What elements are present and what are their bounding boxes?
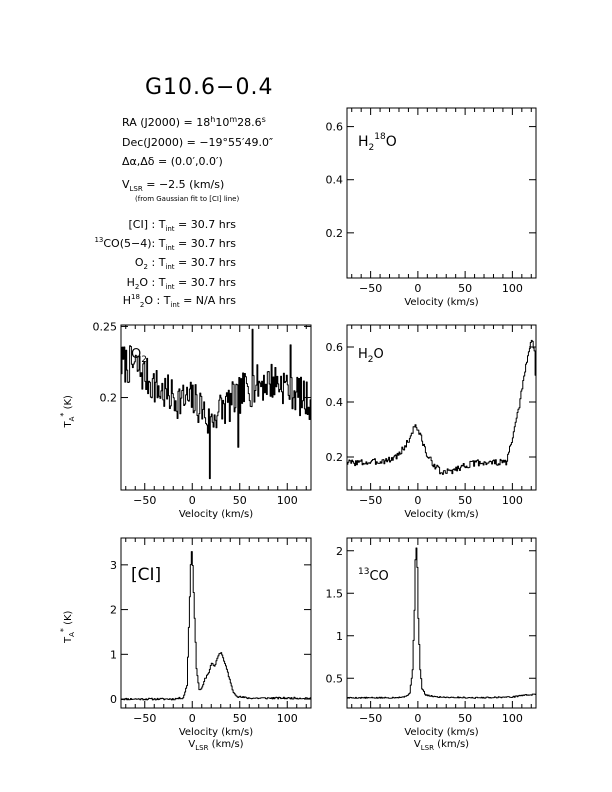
x-tick-label: 0 xyxy=(189,712,196,725)
y-tick-label: 0.6 xyxy=(326,341,344,354)
panel-ci: −50 0 50 100 0 1 2 3 Velocity (km/s)VLSR (km/s) T… xyxy=(59,537,312,752)
panel-h2o: −50 0 50 100 0.2 0.4 0.6 Velocity (km/s) H2O xyxy=(326,324,537,520)
x-axis-label-vlsr: VLSR (km/s) xyxy=(188,739,243,752)
species-label: O2 xyxy=(131,347,147,365)
tint-line-3: H2O : Tint = 30.7 hrs xyxy=(127,276,237,291)
spectrum-line-ci xyxy=(121,551,312,701)
species-label: 13CO xyxy=(358,567,389,584)
x-tick-label: 50 xyxy=(233,494,247,507)
x-axis-label: Velocity (km/s) xyxy=(179,727,253,738)
x-tick-label: 50 xyxy=(458,494,472,507)
y-tick-label: 0.4 xyxy=(326,174,344,187)
y-axis-label: TA* (K) xyxy=(59,395,76,429)
y-tick-label: 0.4 xyxy=(326,396,344,409)
plot-frame xyxy=(346,107,537,279)
x-tick-label: −50 xyxy=(359,712,382,725)
x-tick-label: 50 xyxy=(458,712,472,725)
y-tick-label: 0.6 xyxy=(326,121,344,134)
x-tick-label: 100 xyxy=(502,712,523,725)
x-axis-label: Velocity (km/s) xyxy=(404,509,478,520)
x-tick-label: 50 xyxy=(233,712,247,725)
x-tick-label: −50 xyxy=(359,494,382,507)
y-tick-label: 2 xyxy=(110,604,117,617)
integration-times: [CI] : Tint = 30.7 hrs 13CO(5−4): Tint = … xyxy=(94,218,236,309)
spectrum-line-13co xyxy=(347,547,537,699)
y-axis-label: TA* (K) xyxy=(59,610,76,644)
x-axis-label: Velocity (km/s) xyxy=(404,727,478,738)
y-tick-label: 0.25 xyxy=(93,320,118,333)
y-tick-label: 0.2 xyxy=(326,451,344,464)
x-tick-label: 100 xyxy=(502,494,523,507)
x-tick-label: 0 xyxy=(414,282,421,295)
species-label: H218O xyxy=(358,132,397,153)
y-tick-label: 2 xyxy=(336,545,343,558)
panel-h218o: −50 0 50 100 0.2 0.4 0.6 Velocity (km/s) H218O xyxy=(326,107,537,308)
header-info: RA (J2000) = 18h10m28.6s Dec(J2000) = −1… xyxy=(94,115,273,309)
x-tick-label: 100 xyxy=(502,282,523,295)
spectrum-line-o2 xyxy=(121,328,312,480)
species-label: [CI] xyxy=(131,565,161,585)
tint-line-0: [CI] : Tint = 30.7 hrs xyxy=(128,218,236,233)
tint-line-4: H182O : Tint = N/A hrs xyxy=(123,293,237,309)
panel-13co: −50 0 50 100 0.5 1 1.5 2 Velocity (km/s)VLSR (km… xyxy=(326,537,537,752)
x-tick-label: 0 xyxy=(414,494,421,507)
ra-line: RA (J2000) = 18h10m28.6s xyxy=(122,115,266,129)
y-tick-label: 0.2 xyxy=(326,227,344,240)
y-tick-label: 1 xyxy=(110,648,117,661)
offset-line: Δα,Δδ = (0.0′,0.0′) xyxy=(122,155,223,168)
tint-line-2: O2 : Tint = 30.7 hrs xyxy=(135,256,236,271)
plot-frame xyxy=(346,324,537,491)
x-tick-label: −50 xyxy=(359,282,382,295)
figure-title: G10.6−0.4 xyxy=(145,75,273,100)
x-tick-label: 100 xyxy=(277,494,298,507)
y-tick-label: 1 xyxy=(336,630,343,643)
plot-frame xyxy=(120,537,312,709)
fit-note: (from Gaussian fit to [CI] line) xyxy=(135,195,239,203)
x-tick-label: 0 xyxy=(414,712,421,725)
panel-o2: −50 0 50 100 0.2 0.25 Velocity (km/s) TA* (K) O2 xyxy=(59,320,312,520)
dec-line: Dec(J2000) = −19°55′49.0″ xyxy=(122,136,273,149)
y-tick-label: 0.2 xyxy=(100,392,118,405)
y-tick-label: 1.5 xyxy=(326,587,344,600)
spectrum-line-h2o xyxy=(347,339,537,475)
x-axis-label: Velocity (km/s) xyxy=(404,297,478,308)
plot-frame xyxy=(120,324,312,491)
y-tick-label: 3 xyxy=(110,559,117,572)
x-axis-label: Velocity (km/s) xyxy=(179,509,253,520)
plot-frame xyxy=(346,537,537,709)
x-tick-label: −50 xyxy=(133,494,156,507)
y-tick-label: 0.5 xyxy=(326,672,344,685)
x-tick-label: 50 xyxy=(458,282,472,295)
species-label: H2O xyxy=(358,347,384,365)
x-tick-label: −50 xyxy=(133,712,156,725)
x-tick-label: 100 xyxy=(277,712,298,725)
y-tick-label: 0 xyxy=(110,693,117,706)
x-axis-label-vlsr: VLSR (km/s) xyxy=(414,739,469,752)
x-tick-label: 0 xyxy=(189,494,196,507)
vlsr-line: VLSR = −2.5 (km/s) xyxy=(122,178,224,193)
tint-line-1: 13CO(5−4): Tint = 30.7 hrs xyxy=(94,236,236,252)
